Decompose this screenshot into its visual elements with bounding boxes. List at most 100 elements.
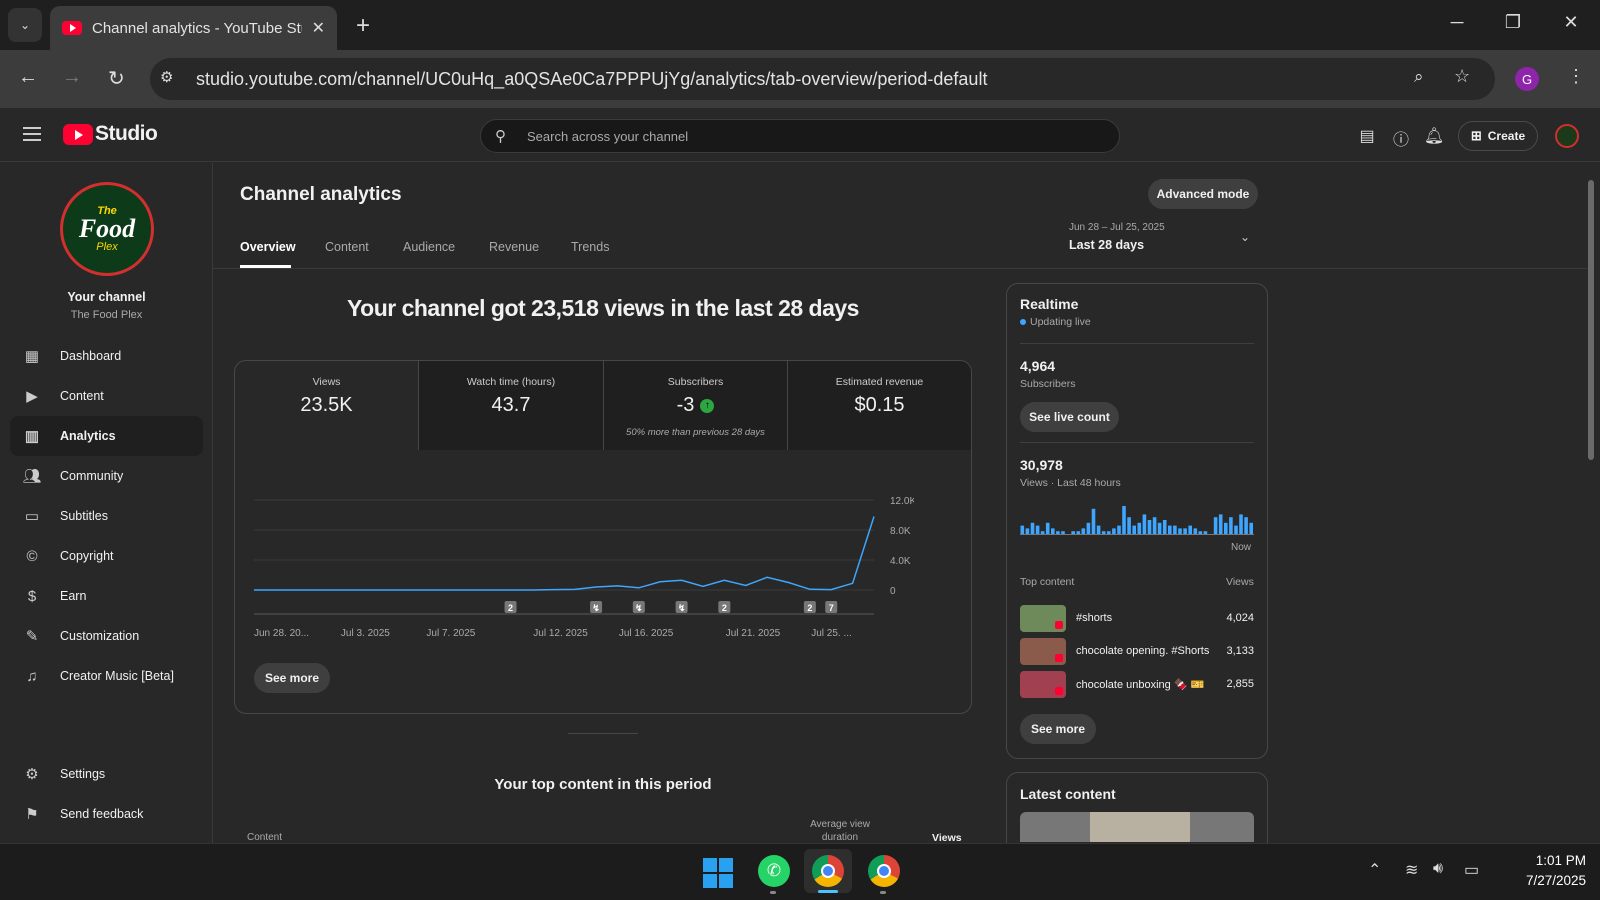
metric-note: 50% more than previous 28 days <box>626 427 765 438</box>
tab-audience[interactable]: Audience <box>403 240 456 254</box>
browser-menu-icon[interactable]: ⋮ <box>1567 66 1585 86</box>
metric-watch-time[interactable]: Watch time (hours) 43.7 <box>419 361 604 450</box>
realtime-top-item[interactable]: chocolate unboxing 🍫 🎫 2,855 <box>1020 670 1254 698</box>
sidebar-item-community[interactable]: 👥︎ Community <box>10 456 203 496</box>
channel-avatar[interactable]: The Food Plex <box>60 182 154 276</box>
realtime-card <box>1006 283 1268 759</box>
back-icon[interactable]: ← <box>18 66 38 88</box>
trend-up-icon: ↑ <box>700 398 715 413</box>
tab-trends[interactable]: Trends <box>571 240 610 254</box>
account-avatar[interactable] <box>1555 124 1579 148</box>
sidebar-item-subtitles[interactable]: ▭ Subtitles <box>10 496 203 536</box>
sidebar-item-settings[interactable]: ⚙ Settings <box>10 754 203 794</box>
realtime-bar <box>1051 528 1055 534</box>
zoom-icon[interactable]: ⌕ <box>1414 67 1424 86</box>
divider <box>1020 343 1254 344</box>
help-icon[interactable]: ⓘ <box>1392 132 1409 149</box>
metric-subscribers[interactable]: Subscribers -3 ↑ 50% more than previous 2… <box>604 361 788 450</box>
chrome-profile-icon[interactable] <box>868 855 900 887</box>
chrome-active-icon[interactable] <box>804 849 852 893</box>
sidebar-item-content[interactable]: ▶ Content <box>10 376 203 416</box>
profile-avatar[interactable]: G <box>1515 67 1539 91</box>
wifi-icon[interactable]: ≋ <box>1405 862 1419 879</box>
page-title: Channel analytics <box>240 184 402 205</box>
address-bar[interactable]: studio.youtube.com/channel/UC0uHq_a0QSAe… <box>150 58 1495 100</box>
realtime-see-more-button[interactable]: See more <box>1020 714 1096 744</box>
clock-date: 7/27/2025 <box>1525 873 1586 888</box>
realtime-bar-chart[interactable] <box>1020 505 1254 535</box>
windows-start-icon[interactable] <box>703 858 733 888</box>
views-series-line <box>254 516 875 591</box>
see-more-button[interactable]: See more <box>254 663 330 693</box>
x-tick-label: Jul 12, 2025 <box>533 628 588 636</box>
advanced-mode-button[interactable]: Advanced mode <box>1148 179 1258 209</box>
studio-logo[interactable]: Studio <box>63 122 158 146</box>
x-tick-label: Jul 7, 2025 <box>426 628 475 636</box>
page-scrollbar[interactable] <box>1588 180 1594 460</box>
column-header-content[interactable]: Content <box>247 832 283 843</box>
sidebar-item-label: Settings <box>60 767 106 781</box>
realtime-bar <box>1035 525 1040 534</box>
show-hidden-icons-icon[interactable]: ⌃ <box>1368 862 1382 879</box>
sidebar-item-customization[interactable]: ✎ Customization <box>10 616 203 656</box>
your-channel-label: Your channel <box>67 290 146 304</box>
metric-estimated-revenue[interactable]: Estimated revenue $0.15 <box>788 361 971 450</box>
sidebar-item-creator-music[interactable]: ♫ Creator Music [Beta] <box>10 656 203 696</box>
windows-taskbar <box>0 843 1600 900</box>
chevron-down-icon[interactable]: ⌄ <box>1240 230 1251 244</box>
youtube-logo-icon <box>63 123 93 145</box>
tab-overview[interactable]: Overview <box>240 240 296 254</box>
forward-icon[interactable]: → <box>62 66 82 88</box>
sidebar-item-analytics[interactable]: ▥ Analytics <box>10 416 203 456</box>
realtime-bar <box>1229 517 1233 534</box>
sidebar-item-label: Content <box>60 389 104 403</box>
views-line-chart[interactable]: 12.0K 8.0K 4.0K 0 2 ↯ ↯ ↯ 2 2 7 Jun 28, 20... Jul 3,… <box>254 486 914 636</box>
metric-views[interactable]: Views 23.5K <box>235 361 419 450</box>
realtime-bar <box>1086 522 1091 534</box>
hamburger-menu-icon[interactable] <box>23 127 41 141</box>
tab-search-button[interactable]: ⌄ <box>8 8 42 42</box>
restore-icon[interactable]: ❐ <box>1504 12 1522 32</box>
tab-content[interactable]: Content <box>325 240 369 254</box>
reload-icon[interactable]: ↻ <box>108 68 125 90</box>
bookmark-star-icon[interactable]: ☆ <box>1454 66 1471 86</box>
see-live-count-button[interactable]: See live count <box>1020 402 1119 432</box>
column-header-views[interactable]: Views <box>932 832 962 844</box>
create-button[interactable]: ⊞ Create <box>1458 121 1538 151</box>
whatsapp-icon[interactable]: ✆ <box>758 855 790 887</box>
date-period-selector[interactable]: Last 28 days <box>1069 238 1145 252</box>
content-icon: ▶ <box>26 388 38 405</box>
metric-value: 23.5K <box>300 394 353 416</box>
search-input[interactable]: Search across your channel <box>480 119 1120 153</box>
sidebar-item-send-feedback[interactable]: ⚑ Send feedback <box>10 794 203 834</box>
minimize-icon[interactable]: ─ <box>1450 12 1464 32</box>
realtime-bar <box>1157 522 1162 534</box>
new-tab-icon[interactable]: + <box>356 12 371 39</box>
realtime-top-item[interactable]: chocolate opening. #Shorts 3,133 <box>1020 637 1254 665</box>
close-window-icon[interactable]: ✕ <box>1563 12 1579 32</box>
sidebar-item-dashboard[interactable]: ▦ Dashboard <box>10 336 203 376</box>
video-views: 3,133 <box>1226 645 1254 657</box>
browser-tab[interactable]: Channel analytics - YouTube Studio ✕ <box>50 6 337 50</box>
close-tab-icon[interactable]: ✕ <box>311 20 325 37</box>
volume-icon[interactable]: 🔊︎ <box>1433 860 1444 877</box>
system-clock[interactable]: 1:01 PM 7/27/2025 <box>1500 851 1586 891</box>
realtime-top-item[interactable]: #shorts 4,024 <box>1020 604 1254 632</box>
views-headline: Your channel got 23,518 views in the las… <box>347 295 859 321</box>
site-info-icon[interactable]: ⚙ <box>160 69 174 86</box>
sidebar-item-copyright[interactable]: © Copyright <box>10 536 203 576</box>
captions-icon[interactable]: ▤ <box>1359 128 1375 145</box>
copyright-icon: © <box>26 547 38 565</box>
tab-revenue[interactable]: Revenue <box>489 240 540 254</box>
create-label: Create <box>1487 129 1526 143</box>
creator-music-icon: ♫ <box>26 667 38 685</box>
realtime-bar <box>1224 522 1228 534</box>
video-title: chocolate opening. #Shorts <box>1076 645 1210 657</box>
content-marker-label: ↯ <box>635 603 643 613</box>
notifications-bell-icon[interactable]: 🔔︎ <box>1423 128 1445 145</box>
battery-icon[interactable]: ▭ <box>1464 862 1480 879</box>
column-header-avg-duration[interactable]: Average view duration <box>810 819 870 843</box>
latest-content-thumbnail[interactable] <box>1020 812 1254 842</box>
sidebar-item-earn[interactable]: $ Earn <box>10 576 203 616</box>
date-range-text[interactable]: Jun 28 – Jul 25, 2025 <box>1069 222 1165 233</box>
